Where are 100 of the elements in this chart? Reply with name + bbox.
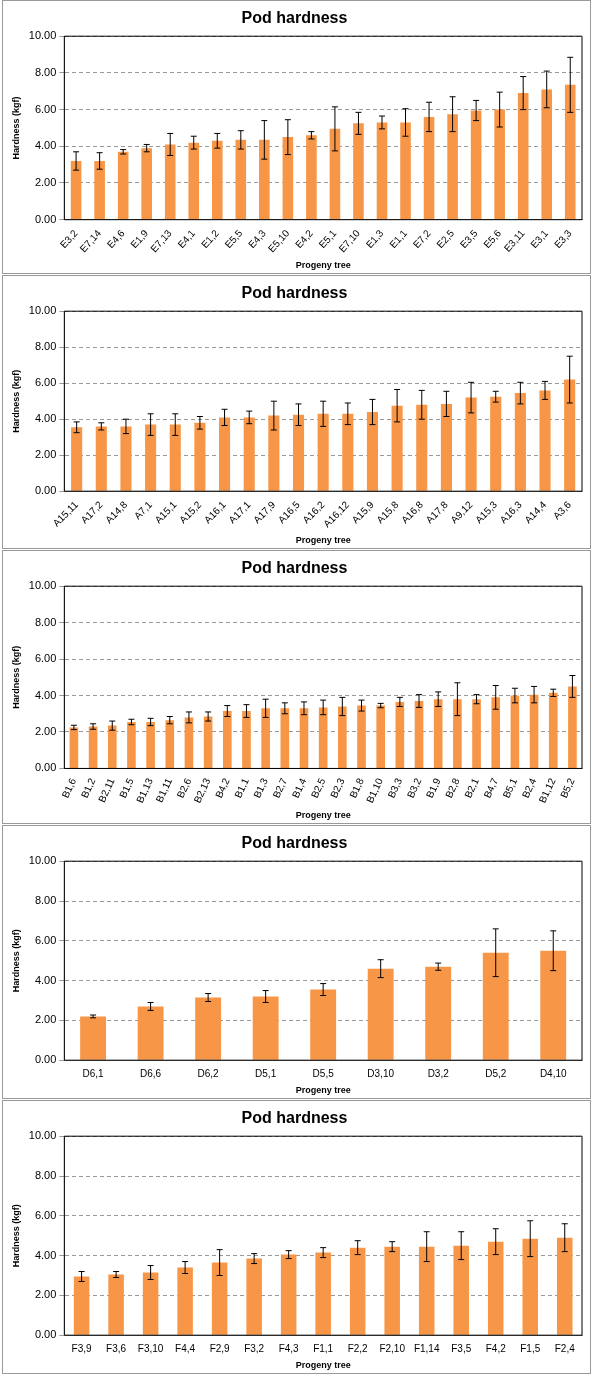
bar — [541, 89, 552, 220]
x-tick-label: D3,2 — [427, 1067, 450, 1079]
bar — [556, 1237, 573, 1335]
x-tick-label: F4,4 — [175, 1342, 196, 1354]
x-tick-label: D5,5 — [312, 1067, 335, 1079]
bar — [539, 390, 551, 491]
x-tick-label: B2,6 — [174, 775, 194, 800]
bar — [95, 426, 107, 491]
bar — [465, 397, 477, 491]
bar — [188, 142, 200, 220]
bar — [261, 708, 270, 768]
y-tick-label: 8.00 — [34, 340, 57, 353]
bar — [349, 1247, 366, 1335]
x-tick-label: F2,4 — [554, 1342, 576, 1354]
x-axis-title: Progeny tree — [295, 810, 351, 821]
bar — [453, 699, 462, 768]
x-tick-label: B1,10 — [364, 775, 386, 805]
y-tick-label: 0.00 — [34, 1053, 57, 1066]
x-tick-label: B1,4 — [289, 775, 309, 800]
x-tick-label: B2,1 — [462, 775, 482, 800]
x-tick-label: F2,10 — [379, 1342, 406, 1354]
x-axis-title: Progeny tree — [295, 1360, 351, 1371]
bar — [282, 137, 294, 220]
y-tick-label: 8.00 — [34, 1169, 57, 1182]
chart-title: Pod hardness — [241, 559, 348, 577]
y-tick-label: 6.00 — [34, 1208, 57, 1221]
chart-title: Pod hardness — [241, 1109, 348, 1127]
x-tick-label: B2,11 — [95, 775, 117, 804]
x-tick-label: D5,1 — [255, 1067, 277, 1079]
bar — [423, 116, 435, 220]
bar — [400, 122, 411, 220]
y-axis-title: Hardness (kgf) — [10, 929, 21, 993]
y-tick-label: 6.00 — [34, 652, 57, 665]
bar — [357, 705, 366, 768]
bar — [540, 950, 567, 1060]
bar — [517, 93, 529, 220]
y-tick-label: 2.00 — [34, 1013, 57, 1026]
bar — [564, 84, 576, 220]
x-tick-label: B1,2 — [78, 775, 98, 800]
bar — [318, 707, 328, 768]
x-tick-label: B1,1 — [232, 775, 251, 800]
bar — [243, 417, 255, 491]
bar — [73, 1276, 90, 1335]
x-axis-title: Progeny tree — [295, 260, 351, 271]
bar — [548, 692, 558, 768]
bar — [306, 135, 317, 220]
bar — [246, 1258, 262, 1335]
y-tick-label: 8.00 — [34, 65, 57, 78]
x-tick-label: B2,8 — [443, 775, 462, 800]
y-axis-title: Hardness (kgf) — [10, 96, 21, 160]
chart-title: Pod hardness — [241, 834, 348, 852]
x-tick-label: F4,2 — [485, 1342, 507, 1354]
bar — [177, 1267, 193, 1335]
x-tick-label: B1,8 — [347, 775, 367, 800]
bar — [94, 160, 105, 220]
y-tick-label: 6.00 — [34, 933, 57, 946]
x-axis-title: Progeny tree — [295, 535, 351, 546]
bar — [195, 997, 222, 1060]
bar — [292, 414, 305, 491]
y-tick-label: 2.00 — [34, 176, 57, 189]
bar — [299, 708, 309, 768]
bar — [367, 968, 394, 1060]
bar — [280, 708, 290, 768]
bar — [338, 706, 347, 768]
x-tick-label: F3,9 — [71, 1342, 93, 1354]
y-tick-label: 4.00 — [34, 139, 57, 152]
bar — [127, 721, 136, 768]
y-tick-label: 0.00 — [34, 212, 57, 225]
x-tick-label: F3,2 — [244, 1342, 265, 1354]
x-tick-label: D3,10 — [367, 1067, 395, 1079]
x-tick-label: F1,1 — [313, 1342, 334, 1354]
bar — [259, 139, 270, 220]
x-tick-label: F1,14 — [413, 1342, 440, 1354]
x-tick-label: B2,4 — [519, 775, 539, 800]
x-tick-label: F1,5 — [520, 1342, 541, 1354]
bar — [141, 148, 152, 220]
bar — [568, 686, 577, 768]
y-axis-title: Hardness (kgf) — [10, 645, 21, 709]
x-tick-label: B5,2 — [558, 775, 577, 800]
bar — [169, 424, 181, 491]
x-tick-label: B5,1 — [500, 775, 520, 800]
y-tick-label: 10.00 — [28, 579, 57, 592]
x-tick-label: F3,10 — [137, 1342, 164, 1354]
x-tick-label: E4,1 — [175, 227, 198, 251]
y-tick-label: 4.00 — [34, 973, 57, 986]
x-tick-label: B2,7 — [270, 775, 290, 800]
x-tick-label: B1,12 — [536, 775, 558, 805]
y-tick-label: 2.00 — [34, 448, 57, 461]
x-tick-label: D6,1 — [82, 1067, 105, 1079]
bar — [165, 720, 175, 768]
x-tick-label: F3,5 — [451, 1342, 472, 1354]
x-tick-label: E5,1 — [316, 227, 339, 251]
y-tick-label: 0.00 — [34, 484, 57, 497]
x-axis-title: Progeny tree — [295, 1085, 351, 1096]
bar — [120, 426, 132, 491]
bar — [242, 711, 251, 768]
x-tick-label: B1,5 — [117, 775, 136, 800]
y-tick-label: 4.00 — [34, 412, 57, 425]
bar — [425, 966, 452, 1060]
y-tick-label: 10.00 — [28, 1129, 57, 1142]
